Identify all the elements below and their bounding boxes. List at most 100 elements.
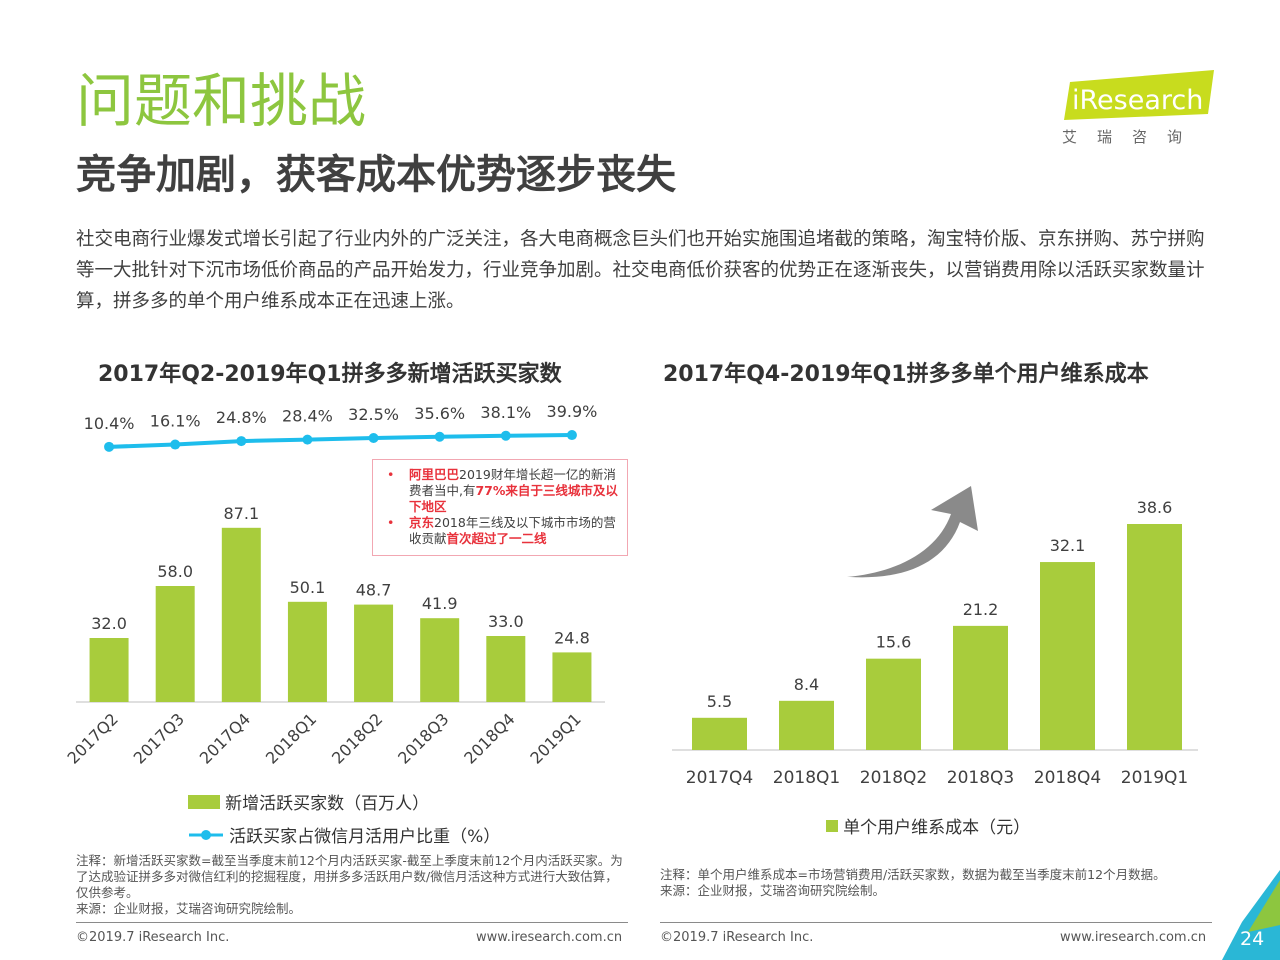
bar xyxy=(287,601,327,702)
left-note: 注释：新增活跃买家数=截至当季度末前12个月内活跃买家-截至上季度末前12个月内… xyxy=(76,853,628,917)
page-number: 24 xyxy=(1240,928,1265,950)
callout-item-jd: • 京东2018年三线及以下城市市场的营收贡献首次超过了一二线 xyxy=(383,515,619,547)
bullet-icon: • xyxy=(387,515,395,530)
bar-value-label: 41.9 xyxy=(422,594,458,613)
legend-line-label: 活跃买家占微信月活用户比重（%） xyxy=(229,827,501,847)
bar-value-label: 5.5 xyxy=(707,692,732,711)
legend-bar-label: 新增活跃买家数（百万人） xyxy=(225,794,430,814)
bar xyxy=(692,717,747,750)
footer-copyright-left: ©2019.7 iResearch Inc. xyxy=(76,930,230,945)
chart2-legend: 单个用户维系成本（元） xyxy=(826,813,1030,838)
line-value-label: 10.4% xyxy=(84,414,135,433)
x-tick-label: 2018Q1 xyxy=(262,709,320,767)
callout-text: 2018年三线及以下城市市场的营收贡献 xyxy=(409,515,616,546)
bar xyxy=(354,604,394,702)
chart1-title: 2017年Q2-2019年Q1拼多多新增活跃买家数 xyxy=(98,362,562,387)
bar xyxy=(552,652,592,702)
bar-value-label: 32.0 xyxy=(91,614,127,633)
x-tick-label: 2018Q1 xyxy=(773,768,840,788)
left-note-text: 注释：新增活跃买家数=截至当季度末前12个月内活跃买家-截至上季度末前12个月内… xyxy=(76,853,623,900)
callout-highlight: 阿里巴巴 xyxy=(409,467,460,482)
chart1-callout-box: • 阿里巴巴2019财年增长超一亿的新消费者当中,有77%来自于三线城市及以下地… xyxy=(372,459,628,556)
bar-value-label: 15.6 xyxy=(876,633,912,652)
callout-highlight: 77%来自于三线城市及以下地区 xyxy=(409,483,618,514)
line-point xyxy=(236,436,247,447)
bar-value-label: 58.0 xyxy=(157,562,193,581)
iresearch-logo: iResearch xyxy=(1064,70,1214,120)
footer-copyright-right: ©2019.7 iResearch Inc. xyxy=(660,930,814,945)
chart2-plot: 5.5 2017Q4 8.4 2018Q1 15.6 2018Q2 21.2 2018Q3 32… xyxy=(672,486,1198,788)
right-note: 注释：单个用户维系成本=市场营销费用/活跃买家数，数据为截至当季度末前12个月数… xyxy=(660,867,1212,899)
bar xyxy=(779,700,834,750)
right-note-source: 来源：企业财报，艾瑞咨询研究院绘制。 xyxy=(660,883,886,898)
bar-value-label: 21.2 xyxy=(963,600,999,619)
bar-value-label: 33.0 xyxy=(488,612,524,631)
bar xyxy=(486,636,526,702)
chart1-legend-bar: 新增活跃买家数（百万人） xyxy=(188,789,429,814)
left-note-source: 来源：企业财报，艾瑞咨询研究院绘制。 xyxy=(76,901,302,916)
line-value-label: 28.4% xyxy=(282,407,333,426)
line-value-label: 16.1% xyxy=(150,412,201,431)
trend-arrow-icon xyxy=(847,486,978,578)
chart2-title: 2017年Q4-2019年Q1拼多多单个用户维系成本 xyxy=(663,362,1149,387)
x-tick-label: 2019Q1 xyxy=(1121,768,1188,788)
x-tick-label: 2018Q2 xyxy=(860,768,927,788)
line-point xyxy=(170,439,181,450)
line-point xyxy=(566,430,577,441)
callout-highlight: 京东 xyxy=(409,515,435,530)
chart1-legend-line: 活跃买家占微信月活用户比重（%） xyxy=(188,822,500,847)
intro-paragraph: 社交电商行业爆发式增长引起了行业内外的广泛关注，各大电商概念巨头们也开始实施围追… xyxy=(76,229,1205,312)
x-tick-label: 2017Q3 xyxy=(130,709,188,767)
x-tick-label: 2018Q4 xyxy=(1034,768,1101,788)
footer-url-right: www.iresearch.com.cn xyxy=(1060,930,1207,945)
x-tick-label: 2017Q2 xyxy=(64,709,122,767)
x-tick-label: 2018Q4 xyxy=(460,709,518,767)
bullet-icon: • xyxy=(387,467,395,482)
legend-bar-swatch xyxy=(188,794,220,809)
bar-value-label: 87.1 xyxy=(224,504,260,523)
x-tick-label: 2019Q1 xyxy=(526,709,584,767)
bar xyxy=(866,658,921,750)
callout-item-alibaba: • 阿里巴巴2019财年增长超一亿的新消费者当中,有77%来自于三线城市及以下地… xyxy=(383,467,619,515)
bar-value-label: 32.1 xyxy=(1050,536,1086,555)
bar-value-label: 24.8 xyxy=(554,628,590,647)
bar xyxy=(1127,524,1182,750)
line-value-label: 38.1% xyxy=(480,403,531,422)
line-value-label: 35.6% xyxy=(414,404,465,423)
line-point xyxy=(434,431,445,442)
legend-bar-swatch xyxy=(826,819,838,832)
line-point xyxy=(500,430,511,441)
footer-url-left: www.iresearch.com.cn xyxy=(476,930,623,945)
bar xyxy=(1040,562,1095,750)
x-tick-label: 2017Q4 xyxy=(686,768,753,788)
right-note-text: 注释：单个用户维系成本=市场营销费用/活跃买家数，数据为截至当季度末前12个月数… xyxy=(660,867,1166,882)
x-tick-label: 2018Q3 xyxy=(394,709,452,767)
page-corner-decoration xyxy=(1222,870,1280,960)
bar-value-label: 8.4 xyxy=(794,675,819,694)
line-series xyxy=(108,433,572,449)
line-point xyxy=(302,434,313,445)
bar-value-label: 38.6 xyxy=(1137,498,1173,517)
line-value-label: 32.5% xyxy=(348,405,399,424)
page-title: 问题和挑战 xyxy=(76,67,367,135)
logo-background-shape xyxy=(1064,70,1214,120)
page-subtitle: 竞争加剧，获客成本优势逐步丧失 xyxy=(76,152,676,198)
footer-divider-right xyxy=(660,922,1212,923)
bar xyxy=(953,625,1008,750)
bar xyxy=(420,618,460,702)
line-value-label: 24.8% xyxy=(216,408,267,427)
bar-value-label: 50.1 xyxy=(290,578,326,597)
legend-bar-label: 单个用户维系成本（元） xyxy=(843,818,1031,838)
footer-divider-left xyxy=(76,922,628,923)
bar-value-label: 48.7 xyxy=(356,581,392,600)
bar xyxy=(221,527,261,702)
logo-wordmark: iResearch xyxy=(1072,85,1203,116)
line-point xyxy=(368,433,379,443)
logo-subtitle: 艾瑞咨询 xyxy=(1062,128,1203,146)
x-tick-label: 2018Q3 xyxy=(947,768,1014,788)
x-tick-label: 2018Q2 xyxy=(328,709,386,767)
legend-line-swatch xyxy=(189,829,223,840)
chart1-plot: 32.0 2017Q2 58.0 2017Q3 87.1 2017Q4 50.1 2018Q1… xyxy=(64,402,605,768)
callout-text: 2019财年增长超一亿的新消费者当中,有 xyxy=(409,467,616,498)
line-value-label: 39.9% xyxy=(547,402,598,421)
